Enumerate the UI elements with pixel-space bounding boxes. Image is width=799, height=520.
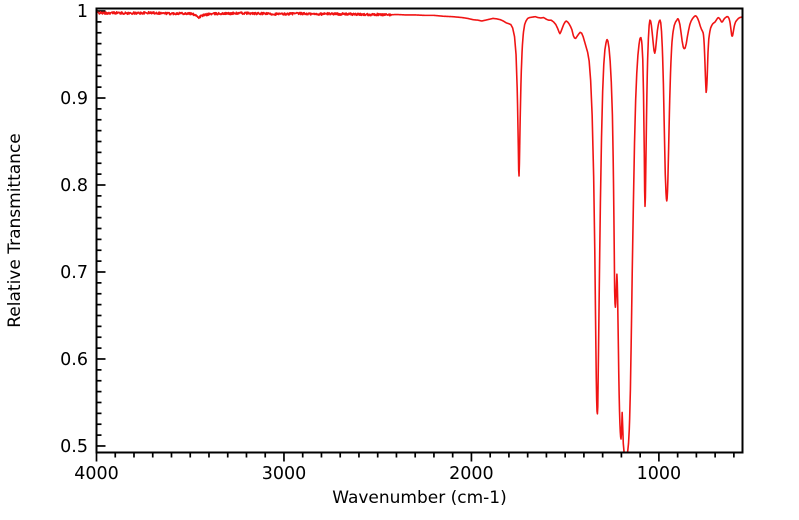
axis-tick-labels: 4000 3000 2000 1000 1 0.9 0.8 0.7 0.6 0.5 bbox=[60, 2, 681, 484]
y-axis-title: Relative Transmittance bbox=[5, 133, 25, 328]
x-tick-label: 1000 bbox=[637, 464, 682, 484]
x-tick-label: 4000 bbox=[74, 464, 119, 484]
y-tick-label: 0.8 bbox=[60, 176, 88, 196]
y-tick-label: 1 bbox=[77, 2, 88, 22]
plot-frame bbox=[95, 7, 744, 454]
axis-ticks bbox=[95, 10, 735, 462]
y-tick-label: 0.9 bbox=[60, 89, 88, 109]
spectrum-line bbox=[96, 10, 743, 453]
x-tick-label: 3000 bbox=[262, 464, 307, 484]
y-tick-label: 0.5 bbox=[60, 437, 88, 457]
y-tick-label: 0.7 bbox=[60, 263, 88, 283]
x-tick-label: 2000 bbox=[449, 464, 494, 484]
x-axis-title: Wavenumber (cm-1) bbox=[332, 488, 507, 508]
y-tick-label: 0.6 bbox=[60, 350, 88, 370]
